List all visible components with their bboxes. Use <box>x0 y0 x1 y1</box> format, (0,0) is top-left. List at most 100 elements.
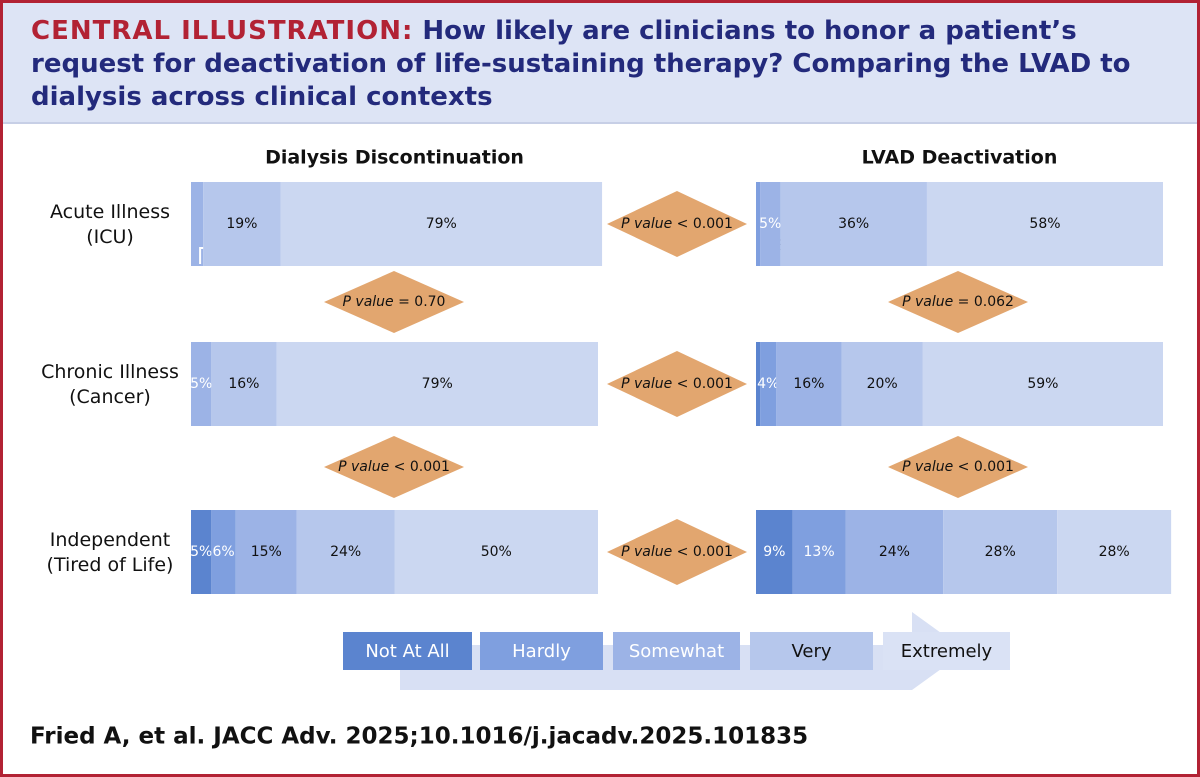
p-value-label: P value <box>621 544 672 560</box>
row-label-line: Acute Illness <box>50 201 170 223</box>
data-label: 6% <box>212 544 234 560</box>
data-label: 4% <box>757 376 779 392</box>
p-value-text: P value = 0.062 <box>902 294 1014 310</box>
data-label: 9% <box>763 544 785 560</box>
p-value-text: P value < 0.001 <box>338 459 450 475</box>
data-label: 24% <box>879 544 910 560</box>
p-value: = 0.70 <box>398 294 445 310</box>
bar-segment <box>191 342 212 426</box>
p-value-diamond <box>607 351 747 417</box>
bar-segment <box>203 182 281 266</box>
bar-segment <box>943 510 1058 594</box>
bar-segment <box>296 510 395 594</box>
bar-segment <box>394 510 598 594</box>
bar-segment <box>922 342 1163 426</box>
p-value-label: P value <box>902 294 953 310</box>
header: CENTRAL ILLUSTRATION: How likely are cli… <box>3 3 1197 124</box>
p-value-diamond <box>888 436 1028 498</box>
p-value-label: P value <box>343 294 394 310</box>
bar-segment <box>756 342 761 426</box>
row-label: Chronic Illness (Cancer) <box>41 361 179 408</box>
p-value-diamond <box>324 436 464 498</box>
data-label: 20% <box>867 376 898 392</box>
chart-title: LVAD Deactivation <box>862 147 1058 169</box>
bar-segment <box>276 342 598 426</box>
row-label-line: Chronic Illness <box>41 361 179 383</box>
bar-segment <box>756 510 793 594</box>
header-title: How likely are clinicians to honor a pat… <box>31 16 1131 112</box>
bar-segment <box>235 510 297 594</box>
bar-segment <box>191 182 204 266</box>
row-label-line: (Tired of Life) <box>47 554 174 576</box>
p-value: < 0.001 <box>958 459 1014 475</box>
p-value: < 0.001 <box>677 544 733 560</box>
bar-segment <box>845 510 944 594</box>
data-label: 15% <box>251 544 282 560</box>
bar-segment <box>760 182 781 266</box>
data-label: 5% <box>190 376 212 392</box>
p-value: < 0.001 <box>677 376 733 392</box>
data-label: 50% <box>481 544 512 560</box>
p-value: < 0.001 <box>394 459 450 475</box>
p-value-label: P value <box>338 459 389 475</box>
p-value-diamond <box>607 519 747 585</box>
p-value-label: P value <box>902 459 953 475</box>
data-label: 59% <box>1027 376 1058 392</box>
bar-segment <box>211 342 277 426</box>
row-label: Independent (Tired of Life) <box>47 529 174 576</box>
p-value-text: P value < 0.001 <box>621 376 733 392</box>
p-value-diamond <box>607 191 747 257</box>
legend-label: Very <box>791 641 831 662</box>
citation: Fried A, et al. JACC Adv. 2025;10.1016/j… <box>30 724 808 750</box>
legend-swatch <box>750 632 873 670</box>
data-label: 13% <box>804 544 835 560</box>
p-value-diamond <box>324 271 464 333</box>
legend-label: Extremely <box>901 641 993 662</box>
data-label: 24% <box>330 544 361 560</box>
row-label-line: Independent <box>50 529 170 551</box>
legend-swatch <box>613 632 740 670</box>
legend-label: Hardly <box>512 641 571 662</box>
chart-title: Dialysis Discontinuation <box>265 147 524 169</box>
bar-segment <box>280 182 603 266</box>
row-label-line: (Cancer) <box>69 386 151 408</box>
data-label: 36% <box>838 216 869 232</box>
bar-segment <box>780 182 927 266</box>
p-value: = 0.062 <box>958 294 1014 310</box>
data-label: 5% <box>759 216 781 232</box>
p-value-diamond <box>888 271 1028 333</box>
p-value-text: P value < 0.001 <box>621 544 733 560</box>
bar-segment <box>841 342 923 426</box>
data-label: 79% <box>426 216 457 232</box>
bar-segment <box>756 182 761 266</box>
header-label: CENTRAL ILLUSTRATION: <box>31 16 414 46</box>
bar-segment <box>1057 510 1172 594</box>
bar-segment <box>760 342 777 426</box>
data-label: 79% <box>422 376 453 392</box>
p-value-text: P value = 0.70 <box>343 294 446 310</box>
data-label: 58% <box>1029 216 1060 232</box>
p-value: < 0.001 <box>677 216 733 232</box>
p-value-text: P value < 0.001 <box>621 216 733 232</box>
row-label-line: (ICU) <box>86 226 134 248</box>
bar-segment <box>926 182 1163 266</box>
data-label: 19% <box>226 216 257 232</box>
p-value-label: P value <box>621 376 672 392</box>
legend-swatch <box>480 632 603 670</box>
legend-swatch <box>343 632 472 670</box>
legend-swatch <box>883 632 1010 670</box>
bar-segment <box>191 510 212 594</box>
data-label: 28% <box>985 544 1016 560</box>
bar-segment <box>792 510 846 594</box>
header-text: CENTRAL ILLUSTRATION: How likely are cli… <box>31 15 1151 114</box>
legend-label: Somewhat <box>629 641 724 662</box>
data-label: 16% <box>793 376 824 392</box>
data-label: 5% <box>190 544 212 560</box>
p-value-label: P value <box>621 216 672 232</box>
row-label: Acute Illness (ICU) <box>50 201 170 248</box>
bar-segment <box>776 342 842 426</box>
data-label: 16% <box>228 376 259 392</box>
p-value-text: P value < 0.001 <box>902 459 1014 475</box>
